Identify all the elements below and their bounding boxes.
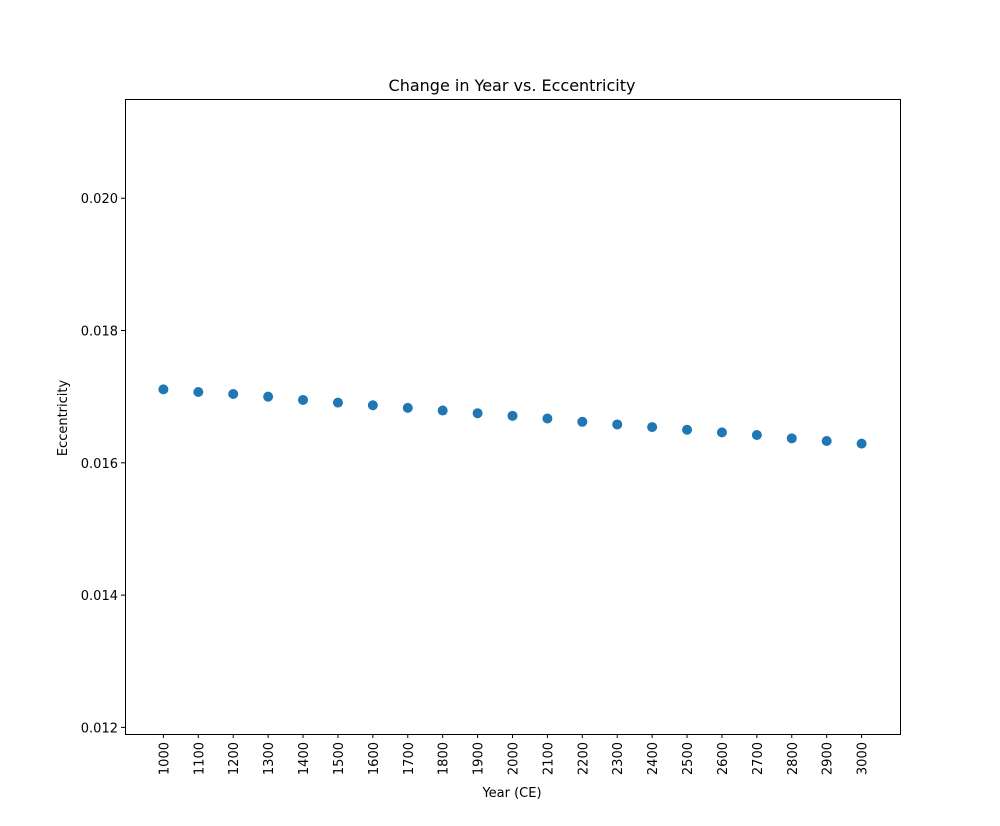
data-point [716,427,727,438]
y-tick-label: 0.012 [81,721,118,736]
data-point [263,391,274,402]
x-tick-label: 2600 [716,742,731,775]
x-tick-label: 2300 [611,742,626,775]
y-axis: 0.012 0.014 0.016 0.018 0.020 [81,192,125,736]
x-tick-label: 1100 [192,742,207,775]
x-tick-label: 1600 [367,742,382,775]
y-axis-label: Eccentricity [56,380,71,457]
y-tick-label: 0.016 [81,457,118,472]
y-tick-label: 0.020 [81,192,118,207]
data-point [821,435,832,446]
x-tick-label: 1000 [157,742,172,775]
x-tick-label: 2100 [541,742,556,775]
data-point [542,413,553,424]
data-point [751,430,762,441]
x-tick-label: 1500 [332,742,347,775]
data-point [507,410,518,421]
x-axis-label: Year (CE) [481,786,541,801]
data-point [786,433,797,444]
x-tick-label: 1200 [227,742,242,775]
data-point [647,422,658,433]
x-tick-label: 1900 [472,742,487,775]
x-tick-label: 2900 [821,742,836,775]
x-axis: 1000 1100 1200 1300 1400 1500 1600 1700 1800 1900… [157,734,871,775]
data-point [298,394,309,405]
y-tick-label: 0.014 [81,589,118,604]
data-point [856,438,867,449]
x-tick-label: 1300 [262,742,277,775]
x-tick-label: 2700 [751,742,766,775]
data-point [402,402,413,413]
x-tick-label: 1700 [402,742,417,775]
data-point [682,424,693,435]
data-point [437,405,448,416]
data-point [577,416,588,427]
data-point [367,400,378,411]
x-tick-label: 1800 [437,742,452,775]
x-tick-label: 2800 [786,742,801,775]
data-point [158,384,169,395]
x-tick-label: 2200 [576,742,591,775]
y-tick-label: 0.018 [81,325,118,340]
chart-title: Change in Year vs. Eccentricity [389,76,636,95]
x-tick-label: 2400 [646,742,661,775]
data-point [332,397,343,408]
data-point [472,408,483,419]
x-tick-label: 1400 [297,742,312,775]
data-points [158,384,867,449]
data-point [193,387,204,398]
x-tick-label: 3000 [856,742,871,775]
data-point [228,389,239,400]
data-point [612,419,623,430]
x-tick-label: 2500 [681,742,696,775]
x-tick-label: 2000 [507,742,522,775]
